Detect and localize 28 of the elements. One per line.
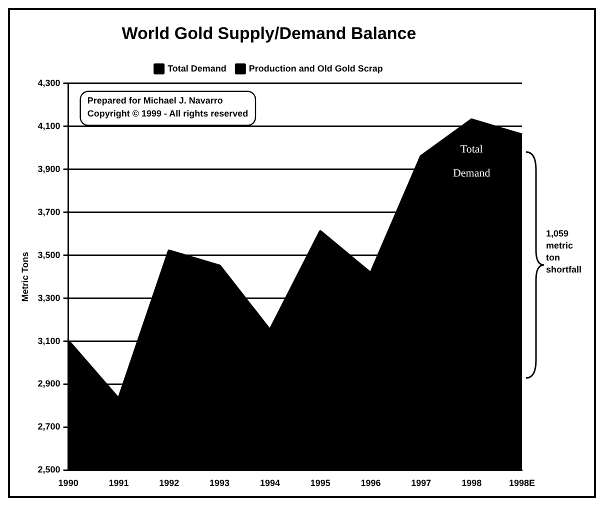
y-tick-label: 2,500 [38,464,60,475]
y-axis-title: Metric Tons [20,252,30,302]
x-tick-label: 1998 [462,478,482,488]
x-tick-label: 1996 [360,478,381,488]
y-tick-label: 3,700 [38,206,60,217]
y-tick-label: 2,700 [38,422,60,432]
x-tick-label: 1994 [260,478,280,488]
y-tick-label: 3,900 [38,164,60,174]
y-tick-label: 4,100 [38,120,60,131]
x-tick-label: 1993 [210,478,230,488]
x-tick-label: 1990 [58,478,78,488]
annotation: Prepared for Michael J. Navarro [87,95,224,106]
chart-title: World Gold Supply/Demand Balance [122,24,416,43]
x-tick-label: 1997 [411,478,432,488]
y-tick-label: 3,500 [38,250,60,260]
x-tick-label: 1995 [310,478,330,488]
x-tick-label: 1991 [108,478,129,488]
y-tick-label: 3,300 [38,292,60,303]
annotation: Copyright © 1999 - All rights reserved [87,108,248,118]
legend-label: Total Demand [168,63,226,74]
y-tick-label: 4,300 [38,78,60,88]
x-tick-label: 1992 [159,478,180,488]
y-tick-label: 2,900 [38,378,60,389]
legend-label: Production and Old Gold Scrap [248,63,384,74]
y-tick-label: 3,100 [38,336,60,346]
x-tick-label: 1998E [508,478,536,488]
annotation: Total Demand [452,143,491,180]
text: 1,059 metric ton shortfall [546,228,582,274]
